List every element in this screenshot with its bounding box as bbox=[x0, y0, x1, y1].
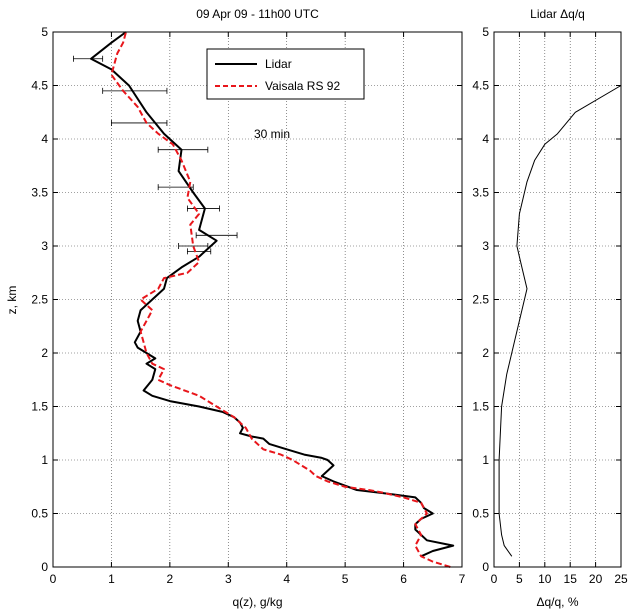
ticks-left: 0 1 2 3 4 5 6 7 0 0.5 1 1.5 2 2.5 3 3.5 4 4.5 5 bbox=[31, 25, 465, 586]
x-tick-label: 20 bbox=[589, 572, 603, 586]
legend-label-lidar: Lidar bbox=[265, 57, 292, 71]
ticks-right: 0 5 10 15 20 25 0 0.5 1 1.5 2 2.5 3 3.5 4 4.5 5 bbox=[472, 25, 628, 586]
y-tick-label: 3 bbox=[41, 239, 48, 253]
y-tick-label: 2.5 bbox=[472, 293, 489, 307]
y-tick-label: 1.5 bbox=[31, 400, 48, 414]
plot-frame-left bbox=[52, 31, 463, 568]
grid-right bbox=[494, 32, 621, 567]
x-tick-label: 5 bbox=[342, 572, 349, 586]
x-tick-label: 2 bbox=[167, 572, 174, 586]
series-right bbox=[498, 85, 622, 557]
x-axis-label-left: q(z), g/kg bbox=[232, 595, 282, 609]
y-tick-label: 2.5 bbox=[31, 293, 48, 307]
legend-label-vaisala: Vaisala RS 92 bbox=[265, 79, 340, 93]
x-tick-label: 7 bbox=[459, 572, 466, 586]
x-tick-label: 5 bbox=[516, 572, 523, 586]
y-tick-label: 0 bbox=[482, 560, 489, 574]
y-tick-label: 2 bbox=[482, 346, 489, 360]
series-left bbox=[73, 31, 455, 568]
chart-title-right: Lidar Δq/q bbox=[530, 7, 585, 21]
x-tick-label: 25 bbox=[614, 572, 628, 586]
x-tick-label: 4 bbox=[283, 572, 290, 586]
y-tick-label: 4 bbox=[41, 132, 48, 146]
x-axis-label-right: Δq/q, % bbox=[536, 595, 578, 609]
y-tick-label: 0 bbox=[41, 560, 48, 574]
y-tick-label: 2 bbox=[41, 346, 48, 360]
chart-title-left: 09 Apr 09 - 11h00 UTC bbox=[196, 7, 319, 21]
x-tick-label: 15 bbox=[564, 572, 578, 586]
x-tick-label: 0 bbox=[491, 572, 498, 586]
y-tick-label: 0.5 bbox=[31, 507, 48, 521]
y-tick-label: 1 bbox=[41, 453, 48, 467]
series-line-vaisala-rs-92 bbox=[110, 31, 451, 568]
y-tick-label: 5 bbox=[41, 25, 48, 39]
legend-box bbox=[206, 48, 365, 100]
y-tick-label: 1 bbox=[482, 453, 489, 467]
x-tick-label: 6 bbox=[400, 572, 407, 586]
y-axis-label-left: z, km bbox=[5, 286, 19, 315]
x-tick-label: 0 bbox=[50, 572, 57, 586]
x-tick-label: 10 bbox=[538, 572, 552, 586]
legend: Lidar Vaisala RS 92 bbox=[206, 48, 365, 100]
y-tick-label: 4.5 bbox=[31, 79, 48, 93]
y-tick-label: 1.5 bbox=[472, 400, 489, 414]
x-tick-label: 1 bbox=[108, 572, 115, 586]
y-tick-label: 4.5 bbox=[472, 79, 489, 93]
y-tick-label: 3.5 bbox=[31, 186, 48, 200]
grid-left bbox=[53, 32, 462, 567]
series-line-right-0 bbox=[498, 85, 622, 557]
y-tick-label: 4 bbox=[482, 132, 489, 146]
annotation-30-min: 30 min bbox=[254, 127, 290, 141]
x-tick-label: 3 bbox=[225, 572, 232, 586]
error-profile-panel: 0 5 10 15 20 25 0 0.5 1 1.5 2 2.5 3 3.5 4 4.5 5 Lidar Δq… bbox=[472, 7, 628, 609]
plot-frame-right bbox=[493, 31, 622, 568]
y-tick-label: 3.5 bbox=[472, 186, 489, 200]
y-tick-label: 0.5 bbox=[472, 507, 489, 521]
y-tick-label: 3 bbox=[482, 239, 489, 253]
y-tick-label: 5 bbox=[482, 25, 489, 39]
humidity-profile-panel: 0 1 2 3 4 5 6 7 0 0.5 1 1.5 2 2.5 3 3.5 4 4.5 5 09 Apr 09 … bbox=[5, 7, 466, 609]
